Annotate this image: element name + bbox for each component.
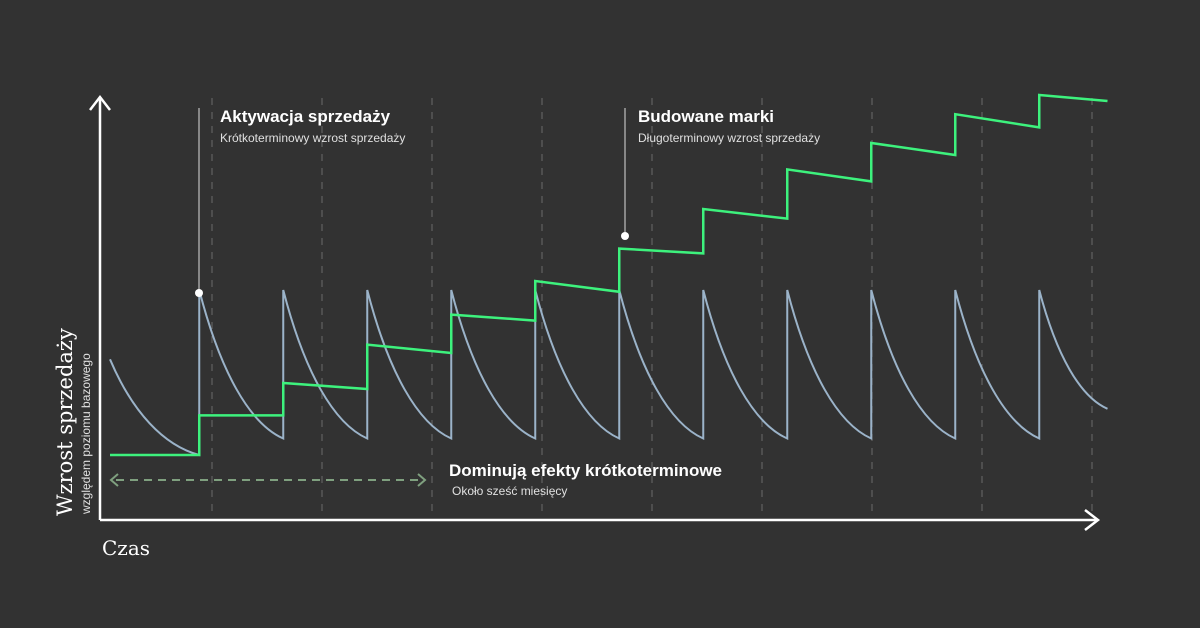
activation-subtitle: Krótkoterminowy wzrost sprzedaży — [220, 131, 405, 145]
range-arrowhead-left — [109, 473, 119, 487]
series-layer — [109, 93, 1108, 457]
brand-subtitle: Długoterminowy wzrost sprzedaży — [638, 131, 820, 145]
y-axis-arrowhead — [89, 94, 111, 111]
short-term-range-title: Dominują efekty krótkoterminowe — [449, 461, 722, 480]
series-short-term-line — [109, 289, 1108, 457]
short-term-range-subtitle: Około sześć miesięcy — [452, 484, 567, 498]
y-axis-sublabel: względem poziomu bazowego — [79, 353, 93, 515]
activation-title: Aktywacja sprzedaży — [220, 107, 391, 126]
series-long-term-line — [110, 93, 1108, 457]
brand-marker — [621, 232, 629, 240]
x-axis-arrowhead — [1084, 509, 1101, 531]
y-axis-label: Wzrost sprzedaży — [53, 328, 77, 516]
x-axis-label: Czas — [102, 536, 150, 560]
activation-marker — [195, 289, 203, 297]
brand-title: Budowane marki — [638, 107, 774, 126]
range-arrowhead-right — [417, 473, 427, 487]
